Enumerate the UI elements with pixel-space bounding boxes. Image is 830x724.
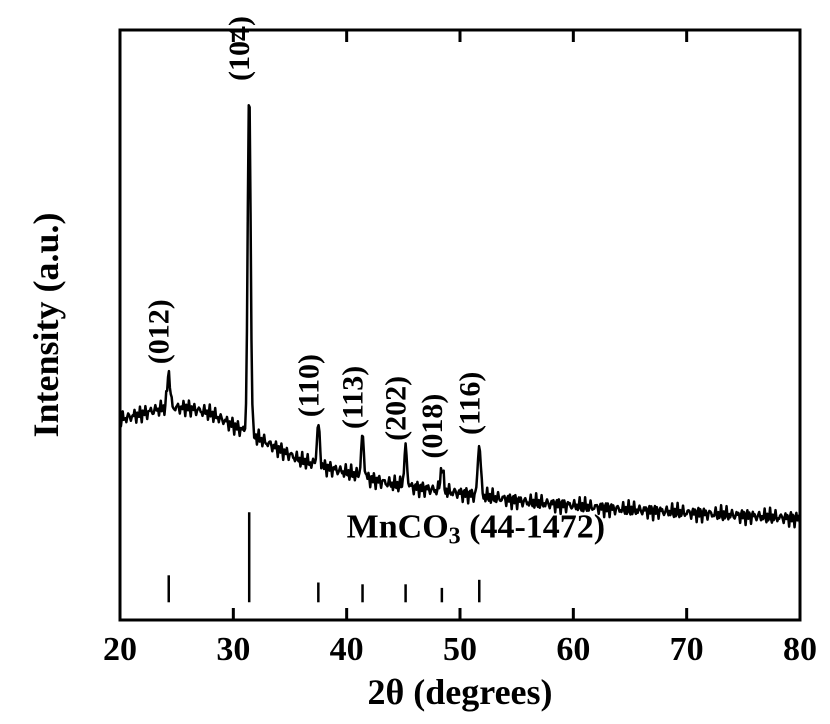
xrd-trace — [120, 105, 800, 527]
peak-label: (012) — [143, 299, 176, 364]
peak-label: (110) — [292, 354, 325, 417]
xtick-label: 50 — [443, 631, 477, 668]
x-axis-label: 2θ (degrees) — [367, 672, 552, 712]
peak-label: (104) — [223, 16, 256, 81]
xrd-chart: 20 30 40 50 60 70 80 2θ (degrees) Intensity (a.u… — [0, 0, 830, 724]
compound-label: MnCO3 (44-1472) — [347, 508, 605, 549]
y-axis-label: Intensity (a.u.) — [26, 212, 66, 437]
xtick-label: 60 — [556, 631, 590, 668]
xtick-label: 20 — [103, 631, 137, 668]
xtick-label: 80 — [783, 631, 817, 668]
xtick-label: 40 — [330, 631, 364, 668]
xtick-label: 30 — [216, 631, 250, 668]
peak-label: (113) — [337, 366, 370, 429]
xtick-label: 70 — [670, 631, 704, 668]
peak-label: (116) — [453, 372, 486, 435]
peak-label: (202) — [380, 376, 413, 441]
peak-label: (018) — [416, 394, 449, 459]
chart-svg: 20 30 40 50 60 70 80 2θ (degrees) Intensity (a.u… — [0, 0, 830, 724]
